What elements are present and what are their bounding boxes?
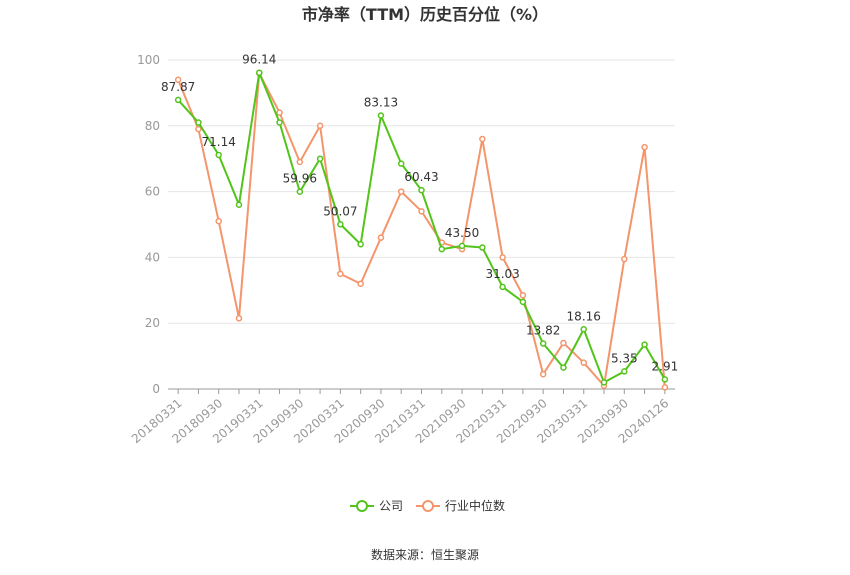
data-label: 2.91 xyxy=(652,359,679,373)
data-point xyxy=(438,245,446,253)
data-point xyxy=(560,364,567,371)
data-point xyxy=(316,122,324,130)
data-point xyxy=(641,143,648,151)
data-point xyxy=(661,384,669,391)
data-point xyxy=(519,298,527,306)
data-point xyxy=(560,339,567,347)
y-tick-label: 20 xyxy=(145,316,160,330)
y-axis: 0 20 40 60 80 100 xyxy=(137,53,160,396)
data-point xyxy=(276,109,283,116)
data-point xyxy=(458,242,466,250)
y-tick-label: 80 xyxy=(145,119,160,133)
data-point xyxy=(397,188,405,195)
data-point xyxy=(499,283,506,291)
data-point xyxy=(174,76,182,83)
data-point xyxy=(479,244,486,251)
data-label: 50.07 xyxy=(323,204,357,218)
data-point xyxy=(580,326,587,333)
legend-swatch-marker-1 xyxy=(422,500,434,512)
data-point xyxy=(539,340,547,347)
data-point xyxy=(174,96,182,104)
legend-label-0: 公司 xyxy=(379,499,403,513)
data-point xyxy=(479,135,486,143)
data-label: 5.35 xyxy=(611,351,638,365)
data-point xyxy=(357,280,364,287)
data-label: 31.03 xyxy=(485,267,519,281)
data-point xyxy=(377,234,385,241)
series-group xyxy=(174,69,669,391)
chart-title: 市净率（TTM）历史百分位（%） xyxy=(302,5,548,24)
data-point xyxy=(661,376,669,383)
data-point xyxy=(580,359,587,366)
y-tick-label: 40 xyxy=(145,250,160,264)
data-point xyxy=(296,158,304,166)
data-point xyxy=(195,119,202,126)
data-label: 59.96 xyxy=(283,172,317,186)
data-labels: 87.87 71.14 96.14 59.96 50.07 83.13 60.43 43.50… xyxy=(161,53,678,374)
legend-label-1: 行业中位数 xyxy=(445,498,505,513)
x-axis: 2018033120180930201903312019093020200331… xyxy=(129,388,675,446)
data-point xyxy=(296,188,304,195)
data-label: 13.82 xyxy=(526,324,560,338)
data-point xyxy=(337,221,344,228)
data-point xyxy=(641,341,648,348)
series-line-0 xyxy=(177,71,666,384)
data-point xyxy=(621,368,628,375)
data-point xyxy=(397,160,405,167)
data-point xyxy=(621,255,628,263)
data-point xyxy=(276,119,283,126)
data-label: 71.14 xyxy=(202,135,236,149)
data-label: 83.13 xyxy=(364,96,398,110)
data-point xyxy=(235,315,243,322)
data-point xyxy=(195,125,202,133)
data-point xyxy=(357,240,364,248)
data-point xyxy=(499,254,506,261)
y-tick-label: 0 xyxy=(152,382,160,396)
data-point xyxy=(337,270,344,278)
data-label: 87.87 xyxy=(161,80,195,94)
legend[interactable]: 公司 行业中位数 xyxy=(350,498,505,513)
data-point xyxy=(215,151,222,159)
data-point xyxy=(539,370,547,378)
data-point xyxy=(256,69,263,76)
data-label: 43.50 xyxy=(445,226,479,240)
data-point xyxy=(418,186,425,194)
data-point xyxy=(418,208,425,215)
y-tick-label: 60 xyxy=(145,185,160,199)
data-point xyxy=(235,201,243,209)
data-point xyxy=(600,379,608,386)
data-point xyxy=(519,291,527,299)
data-label: 60.43 xyxy=(404,170,438,184)
source-note: 数据来源：恒生聚源 xyxy=(371,547,479,562)
data-point xyxy=(316,155,324,162)
data-label: 18.16 xyxy=(567,309,601,323)
data-point xyxy=(377,112,385,119)
data-point xyxy=(215,217,222,225)
data-label: 96.14 xyxy=(242,53,276,67)
legend-swatch-marker-0 xyxy=(356,500,368,512)
y-tick-label: 100 xyxy=(137,53,160,67)
